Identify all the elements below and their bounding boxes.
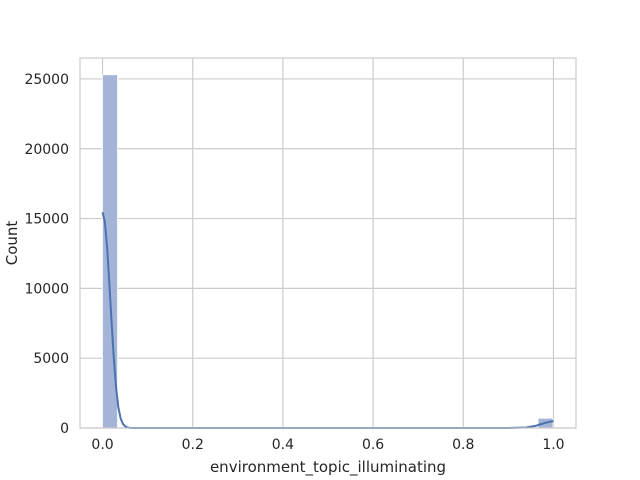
y-tick-label: 20000 [24,142,69,158]
x-tick-label: 0.2 [182,437,204,453]
x-axis-label: environment_topic_illuminating [210,458,446,477]
plot-frame [79,57,577,429]
y-tick-label: 5000 [33,351,69,367]
y-axis-label: Count [3,221,21,266]
x-tick-label: 0.4 [272,437,294,453]
x-tick-label: 1.0 [542,437,564,453]
y-tick-label: 10000 [24,281,69,297]
x-tick-label: 0.0 [91,437,113,453]
x-tick-labels: 0.0 0.2 0.4 0.6 0.8 1.0 [91,437,564,453]
x-tick-label: 0.6 [362,437,384,453]
y-tick-labels: 0 5000 10000 15000 20000 25000 [24,72,69,437]
plot-background [80,58,576,428]
y-tick-label: 0 [60,421,69,437]
y-tick-label: 15000 [24,212,69,228]
x-tick-label: 0.8 [452,437,474,453]
y-tick-label: 25000 [24,72,69,88]
